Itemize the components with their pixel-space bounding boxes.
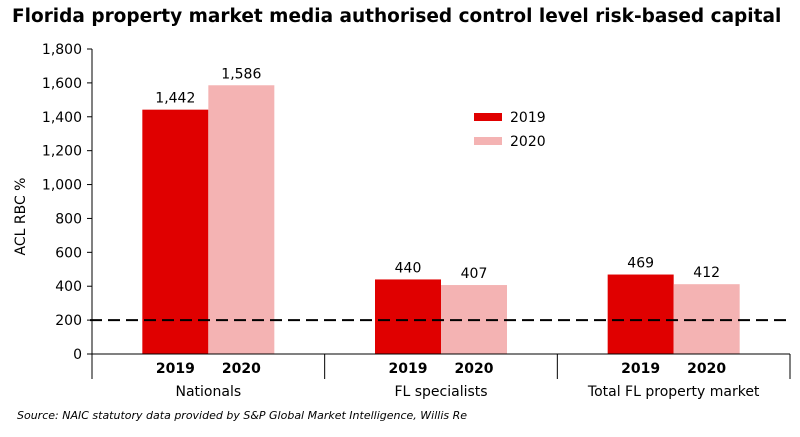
legend-label: 2020 (510, 134, 546, 150)
bar-2019-2 (375, 279, 441, 354)
y-tick-label: 0 (73, 347, 82, 363)
y-tick-label: 200 (55, 313, 82, 329)
bar-2019-1 (142, 109, 209, 355)
data-label: 412 (693, 265, 720, 281)
y-tick-label: 1,800 (42, 42, 82, 58)
x-series-label: 2019 (156, 361, 195, 377)
x-series-label: 2019 (389, 361, 428, 377)
data-label: 469 (627, 256, 654, 272)
y-tick-label: 1,000 (42, 178, 82, 194)
chart-title: Florida property market media authorised… (12, 6, 782, 27)
x-series-label: 2020 (455, 361, 494, 377)
legend-label: 2019 (510, 110, 546, 126)
data-label: 1,586 (221, 66, 261, 82)
x-category-label: Total FL property market (587, 384, 760, 400)
x-series-label: 2020 (222, 361, 261, 377)
data-label: 407 (461, 266, 488, 282)
x-series-label: 2019 (621, 361, 660, 377)
bar-2020-3 (673, 284, 740, 354)
data-label: 440 (395, 260, 422, 276)
legend-swatch-2019 (474, 113, 502, 121)
x-category-label: FL specialists (394, 384, 487, 400)
bar-2019-3 (607, 274, 674, 354)
y-axis-title: ACL RBC % (13, 178, 29, 256)
bar-2020-1 (208, 85, 275, 354)
x-category-label: Nationals (176, 384, 242, 400)
y-tick-label: 1,600 (42, 76, 82, 92)
y-tick-label: 400 (55, 279, 82, 295)
x-series-label: 2020 (687, 361, 726, 377)
y-tick-label: 600 (55, 245, 82, 261)
source-note: Source: NAIC statutory data provided by … (17, 409, 468, 422)
legend-swatch-2020 (474, 137, 502, 145)
y-tick-label: 1,400 (42, 110, 82, 126)
y-tick-label: 1,200 (42, 144, 82, 160)
y-tick-label: 800 (55, 211, 82, 227)
data-label: 1,442 (155, 91, 195, 107)
